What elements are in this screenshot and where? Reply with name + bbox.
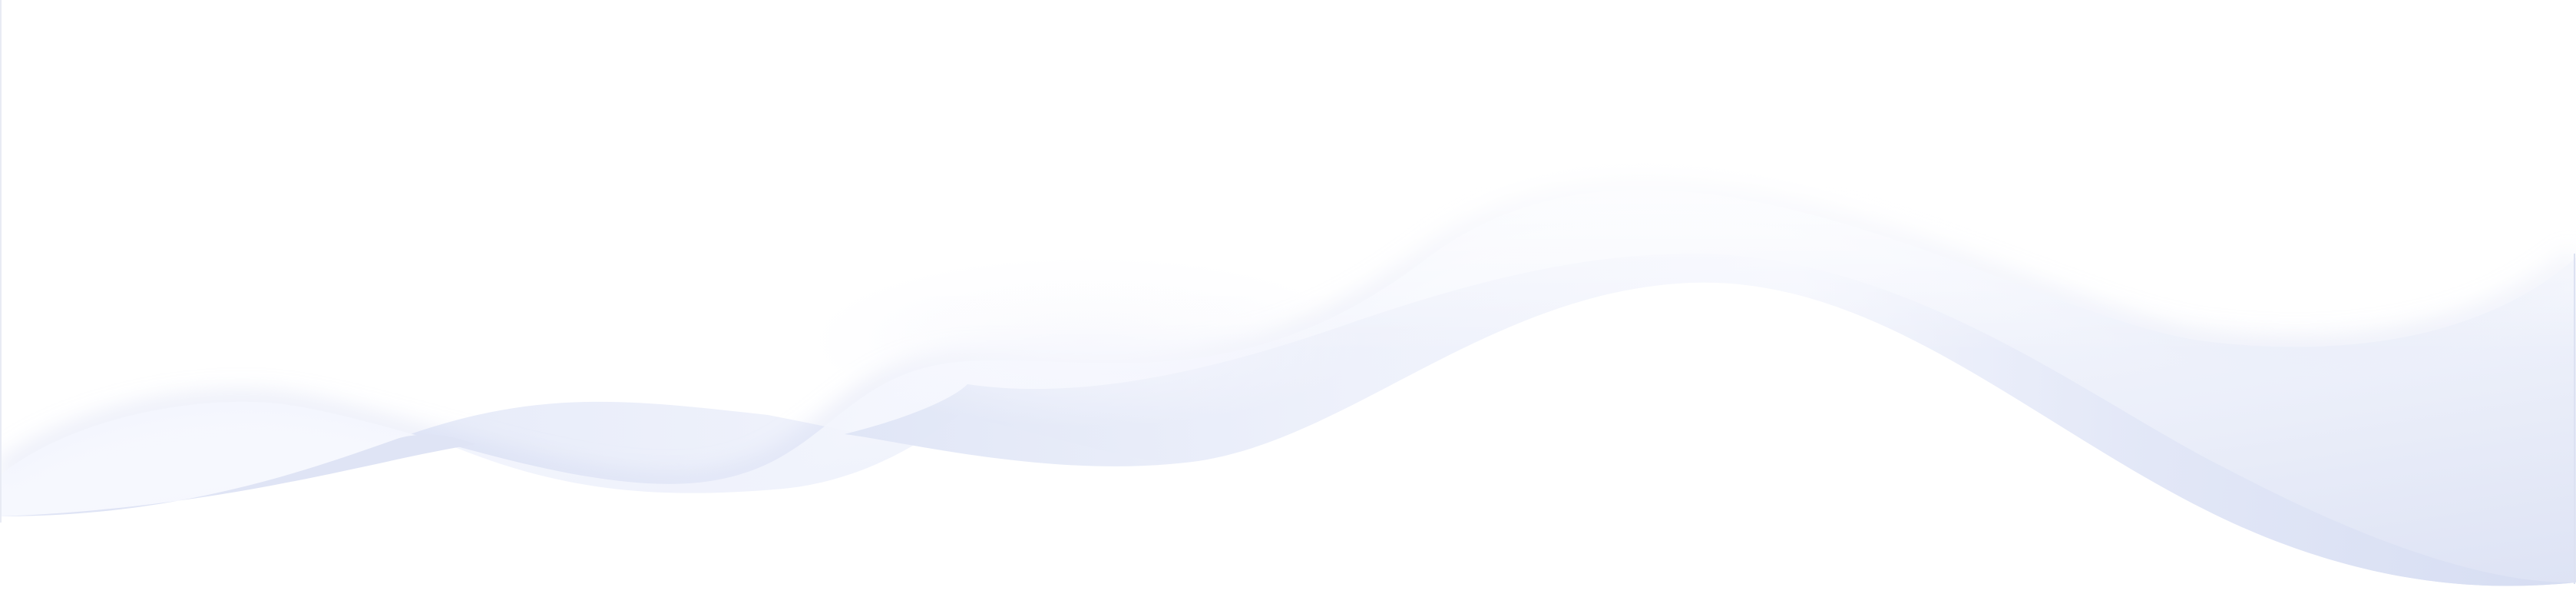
back-wave-band: [0, 434, 476, 516]
top-fade: [0, 0, 2576, 353]
